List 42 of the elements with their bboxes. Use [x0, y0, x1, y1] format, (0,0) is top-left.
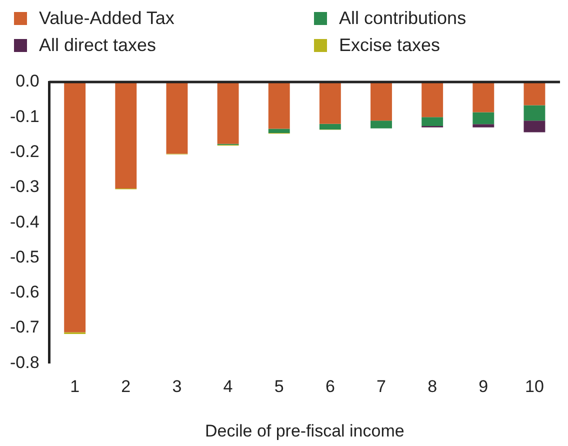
bar [217, 82, 239, 144]
y-tick-label: -0.3 [10, 177, 40, 196]
bar [370, 82, 392, 121]
y-tick-label: -0.8 [10, 352, 40, 372]
bar [166, 82, 188, 154]
bar [472, 112, 494, 124]
legend-label: All contributions [339, 8, 466, 29]
bar [524, 105, 546, 121]
bar [472, 124, 494, 128]
y-tick-label: -0.2 [10, 142, 40, 161]
bar [472, 82, 494, 112]
y-tick-label: 0.0 [16, 72, 40, 91]
x-axis-title: Decile of pre-fiscal income [204, 421, 404, 440]
y-tick-label: -0.7 [10, 318, 40, 337]
y-tick-label: -0.4 [10, 212, 40, 232]
x-tick-label: 3 [172, 377, 182, 396]
x-tick-label: 4 [223, 377, 233, 396]
bar [370, 120, 392, 128]
legend-label: Value-Added Tax [39, 8, 174, 29]
bar [524, 82, 546, 106]
x-tick-label: 2 [121, 377, 131, 396]
x-tick-label: 1 [70, 377, 80, 396]
bar [115, 82, 137, 189]
legend-label: All direct taxes [39, 35, 156, 56]
y-tick-label: -0.1 [10, 106, 40, 126]
x-tick-label: 9 [478, 377, 488, 396]
bar [64, 82, 86, 332]
x-tick-label: 7 [376, 377, 386, 396]
bar [319, 82, 341, 124]
y-tick-label: -0.5 [10, 247, 40, 266]
bar [524, 120, 546, 132]
x-tick-label: 5 [274, 377, 284, 396]
bar [268, 128, 290, 133]
y-tick-label: -0.6 [10, 282, 40, 302]
bar [268, 82, 290, 129]
legend-label: Excise taxes [339, 35, 440, 56]
bar [422, 117, 444, 126]
x-tick-label: 8 [428, 377, 438, 396]
x-tick-label: 6 [325, 377, 335, 396]
x-tick-label: 10 [525, 377, 544, 396]
bar [422, 82, 444, 118]
bar [319, 124, 341, 130]
